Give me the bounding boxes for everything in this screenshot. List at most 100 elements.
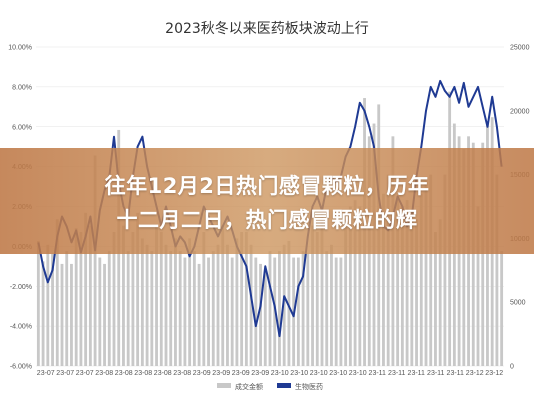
volume-bar — [98, 257, 102, 366]
volume-bar — [306, 253, 310, 366]
legend-swatch-volume — [217, 383, 231, 388]
volume-bar — [495, 174, 499, 366]
volume-bar — [278, 251, 281, 366]
x-tick-label: 23-12 — [485, 370, 503, 377]
volume-bar — [301, 251, 305, 366]
volume-bar — [382, 193, 385, 366]
x-tick-label: 23-07 — [76, 370, 94, 377]
volume-bar — [334, 257, 338, 366]
volume-bar — [353, 200, 357, 366]
x-tick-label: 23-07 — [37, 370, 55, 377]
volume-bar — [424, 180, 428, 366]
volume-bar — [462, 149, 466, 366]
x-tick-label: 23-09 — [193, 370, 211, 377]
volume-bar — [287, 240, 291, 366]
volume-bar — [481, 142, 485, 366]
right-tick-label: 20000 — [510, 108, 530, 115]
volume-bar — [126, 251, 130, 366]
volume-bar — [103, 263, 106, 366]
volume-bar — [476, 206, 480, 366]
legend: 成交金额 生物医药 — [217, 382, 323, 391]
volume-bar — [249, 244, 253, 366]
volume-bar — [93, 155, 97, 366]
volume-bar — [107, 251, 111, 366]
volume-bar — [410, 219, 414, 366]
volume-bar — [207, 257, 210, 366]
volume-bar — [434, 232, 437, 366]
x-tick-label: 23-09 — [232, 370, 250, 377]
x-tick-label: 23-08 — [115, 370, 133, 377]
legend-label-volume: 成交金额 — [235, 382, 263, 391]
volume-bar — [386, 174, 390, 366]
volume-bar — [112, 232, 116, 366]
volume-bar — [235, 238, 239, 366]
volume-bar — [188, 238, 192, 366]
volume-bar — [136, 212, 140, 366]
volume-bar — [344, 219, 348, 366]
volume-bar — [60, 263, 64, 366]
volume-bar — [244, 232, 248, 366]
left-tick-label: -6.00% — [10, 364, 32, 371]
x-tick-label: 23-12 — [466, 370, 484, 377]
volume-bar — [396, 200, 400, 366]
volume-bar — [74, 228, 78, 366]
volume-bar — [55, 219, 59, 366]
right-tick-label: 5000 — [510, 300, 526, 307]
legend-swatch-pharma — [277, 383, 291, 388]
volume-bar — [155, 225, 158, 366]
volume-bar — [405, 200, 409, 366]
volume-bar — [211, 251, 215, 366]
overlay-headline-line2: 十二月二日，热门感冒颗粒的辉 — [116, 208, 418, 232]
volume-bar — [131, 232, 135, 366]
volume-bar — [122, 225, 125, 366]
volume-bar — [169, 251, 173, 366]
left-tick-label: 8.00% — [12, 84, 32, 91]
volume-bar — [500, 251, 504, 366]
volume-bar — [263, 270, 267, 366]
volume-bar — [443, 174, 447, 366]
volume-bar — [174, 238, 177, 366]
volume-bar — [471, 142, 475, 366]
volume-bar — [296, 257, 300, 366]
volume-bar — [51, 253, 54, 366]
x-tick-label: 23-08 — [154, 370, 172, 377]
x-tick-label: 23-11 — [408, 370, 425, 377]
volume-bar — [358, 206, 362, 366]
x-tick-label: 23-11 — [369, 370, 386, 377]
volume-bar — [282, 244, 286, 366]
volume-bar — [84, 212, 88, 366]
volume-bar — [140, 238, 144, 366]
x-tick-label: 23-11 — [447, 370, 464, 377]
volume-bar — [230, 257, 234, 366]
volume-bar — [197, 263, 201, 366]
volume-bar — [311, 225, 314, 366]
volume-bar — [183, 257, 187, 366]
legend-label-pharma: 生物医药 — [295, 382, 323, 391]
volume-bar — [259, 263, 262, 366]
volume-bar — [254, 257, 258, 366]
volume-bar — [216, 244, 220, 366]
right-tick-label: 0 — [510, 364, 514, 371]
left-tick-label: -2.00% — [10, 284, 32, 291]
volume-bar — [315, 232, 319, 366]
volume-bar — [320, 212, 324, 366]
volume-bar — [178, 251, 182, 366]
volume-bar — [65, 251, 69, 366]
volume-bar — [330, 244, 333, 366]
left-tick-label: 10.00% — [8, 45, 32, 52]
volume-bar — [46, 244, 50, 366]
volume-bar — [415, 219, 418, 366]
x-tick-label: 23-08 — [173, 370, 191, 377]
x-tick-label: 23-10 — [271, 370, 289, 377]
volume-bar — [150, 251, 154, 366]
volume-bar — [438, 219, 442, 366]
overlay-headline-line1: 往年12月2日热门感冒颗粒，历年 — [104, 174, 430, 198]
volume-bar — [268, 251, 272, 366]
volume-bars — [36, 91, 504, 367]
x-tick-label: 23-07 — [56, 370, 74, 377]
left-tick-label: -4.00% — [10, 324, 32, 331]
x-tick-label: 23-10 — [349, 370, 367, 377]
x-tick-label: 23-09 — [212, 370, 230, 377]
